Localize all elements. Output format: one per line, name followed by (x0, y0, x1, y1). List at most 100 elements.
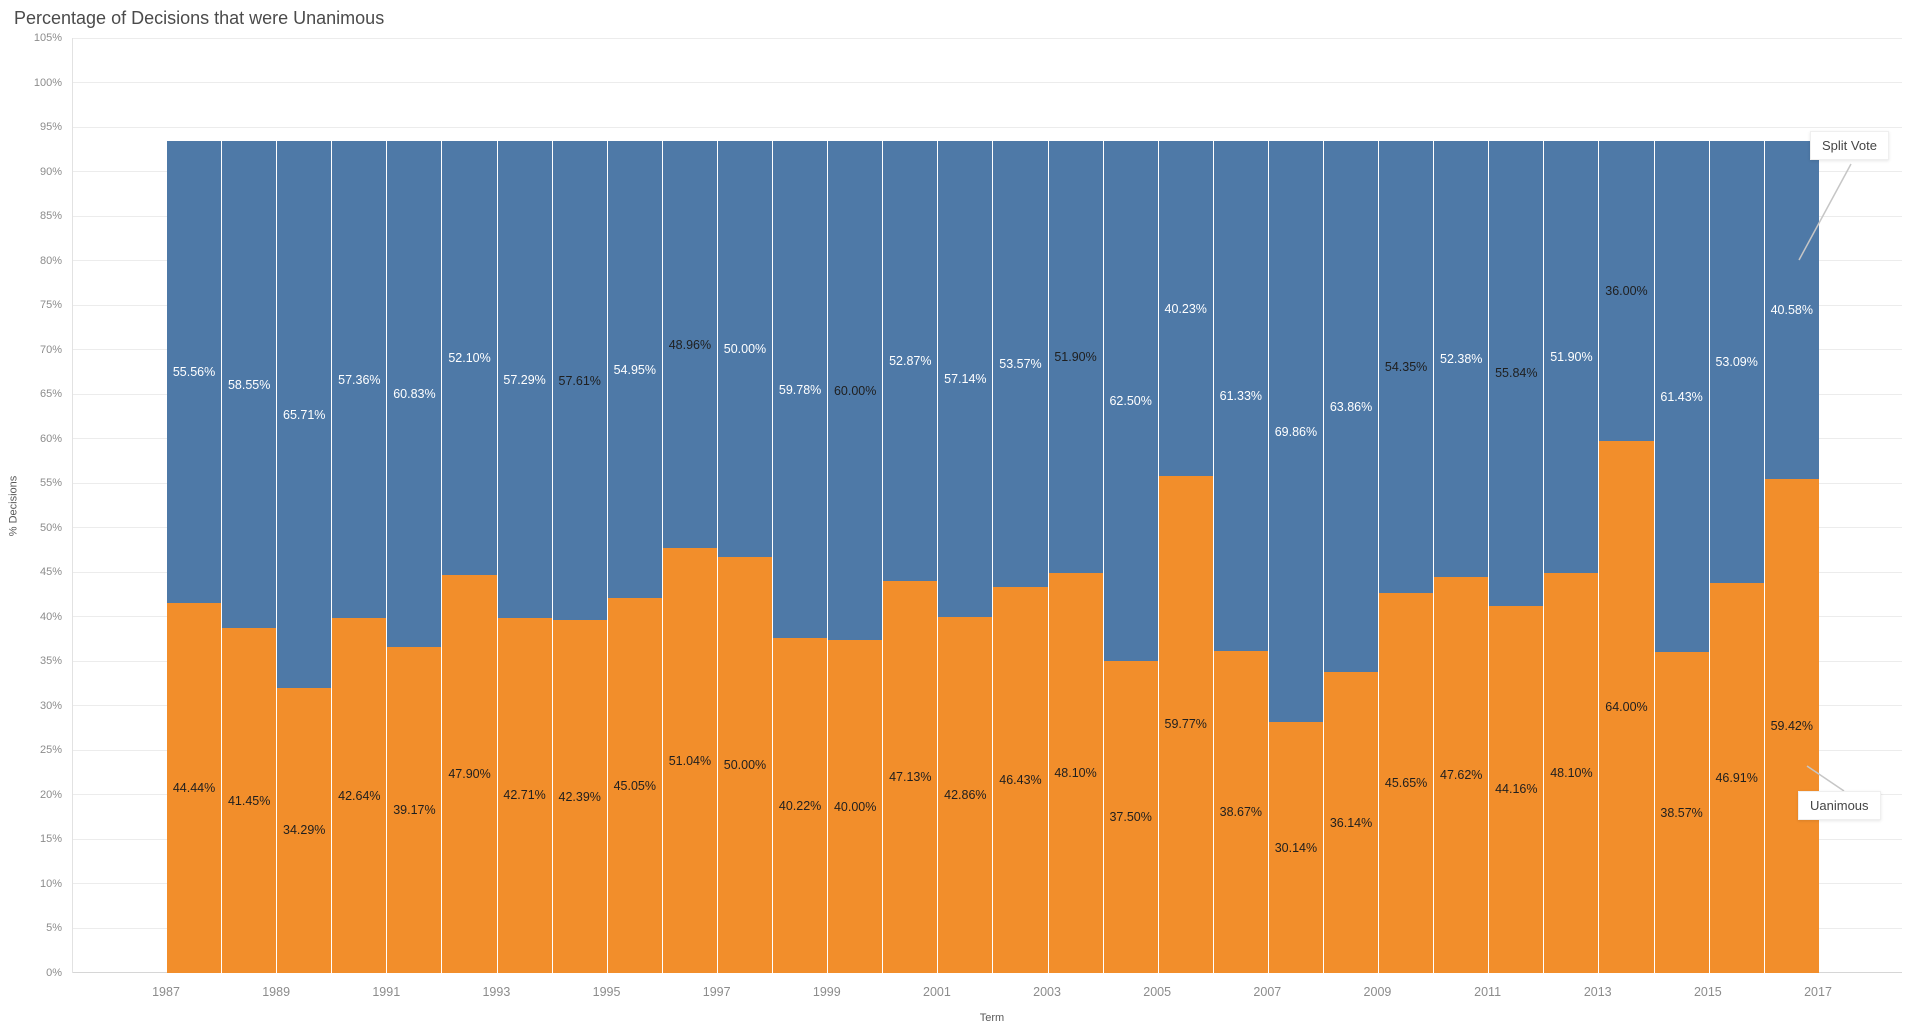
bar-2011[interactable]: 55.84%44.16% (1488, 141, 1543, 973)
unanimous-segment[interactable] (1765, 479, 1819, 973)
split-vote-segment[interactable] (442, 141, 496, 574)
y-tick-label: 75% (40, 299, 62, 311)
split-vote-segment[interactable] (1049, 141, 1103, 573)
unanimous-segment[interactable] (553, 620, 607, 973)
bar-1999[interactable]: 60.00%40.00% (827, 141, 882, 973)
bar-2014[interactable]: 61.43%38.57% (1654, 141, 1709, 973)
unanimous-segment[interactable] (1544, 573, 1598, 973)
split-vote-segment[interactable] (993, 141, 1047, 587)
unanimous-segment[interactable] (1655, 652, 1709, 973)
y-axis-ticks: 105%100%95%90%85%80%75%70%65%60%55%50%45… (24, 38, 66, 973)
split-vote-segment[interactable] (1269, 141, 1323, 722)
split-vote-segment[interactable] (1159, 141, 1213, 476)
split-vote-segment[interactable] (1710, 141, 1764, 583)
bars-row: 55.56%44.44%58.55%41.45%65.71%34.29%57.3… (167, 141, 1819, 973)
split-vote-segment[interactable] (222, 141, 276, 628)
unanimous-segment[interactable] (387, 647, 441, 973)
unanimous-segment[interactable] (608, 598, 662, 973)
split-vote-segment[interactable] (332, 141, 386, 618)
bar-2004[interactable]: 62.50%37.50% (1103, 141, 1158, 973)
unanimous-segment[interactable] (1489, 606, 1543, 973)
split-vote-segment[interactable] (1214, 141, 1268, 651)
bar-1992[interactable]: 52.10%47.90% (441, 141, 496, 973)
unanimous-segment[interactable] (222, 628, 276, 973)
bar-1988[interactable]: 58.55%41.45% (221, 141, 276, 973)
split-vote-segment[interactable] (1104, 141, 1158, 661)
split-vote-segment[interactable] (387, 141, 441, 647)
bar-2013[interactable]: 36.00%64.00% (1598, 141, 1653, 973)
unanimous-segment[interactable] (718, 557, 772, 973)
split-vote-segment[interactable] (828, 141, 882, 640)
bar-1994[interactable]: 57.61%42.39% (552, 141, 607, 973)
split-vote-segment[interactable] (1599, 141, 1653, 440)
split-vote-segment[interactable] (608, 141, 662, 598)
split-vote-segment[interactable] (938, 141, 992, 616)
unanimous-segment[interactable] (1214, 651, 1268, 973)
bar-1995[interactable]: 54.95%45.05% (607, 141, 662, 973)
unanimous-segment[interactable] (1269, 722, 1323, 973)
split-vote-annotation[interactable]: Split Vote (1810, 131, 1889, 160)
unanimous-segment[interactable] (883, 581, 937, 973)
unanimous-segment[interactable] (663, 548, 717, 973)
bar-2000[interactable]: 52.87%47.13% (882, 141, 937, 973)
unanimous-annotation[interactable]: Uanimous (1798, 791, 1881, 820)
unanimous-segment[interactable] (1104, 661, 1158, 973)
unanimous-segment[interactable] (1599, 441, 1653, 973)
bar-2008[interactable]: 63.86%36.14% (1323, 141, 1378, 973)
chart-title: Percentage of Decisions that were Unanim… (14, 8, 384, 29)
bar-1998[interactable]: 59.78%40.22% (772, 141, 827, 973)
bar-2005[interactable]: 40.23%59.77% (1158, 141, 1213, 973)
bar-1996[interactable]: 48.96%51.04% (662, 141, 717, 973)
x-tick-label: 1999 (813, 985, 841, 999)
bar-2001[interactable]: 57.14%42.86% (937, 141, 992, 973)
split-vote-segment[interactable] (1379, 141, 1433, 593)
unanimous-segment[interactable] (332, 618, 386, 973)
y-tick-label: 60% (40, 433, 62, 445)
split-vote-segment[interactable] (773, 141, 827, 638)
unanimous-segment[interactable] (1049, 573, 1103, 973)
split-vote-segment[interactable] (553, 141, 607, 620)
x-tick-label: 1987 (152, 985, 180, 999)
bar-1997[interactable]: 50.00%50.00% (717, 141, 772, 973)
bar-1987[interactable]: 55.56%44.44% (167, 141, 221, 973)
split-vote-segment[interactable] (1489, 141, 1543, 605)
bar-2007[interactable]: 69.86%30.14% (1268, 141, 1323, 973)
bar-2016[interactable]: 40.58%59.42% (1764, 141, 1819, 973)
bar-1989[interactable]: 65.71%34.29% (276, 141, 331, 973)
split-vote-segment[interactable] (1655, 141, 1709, 652)
bar-1993[interactable]: 57.29%42.71% (497, 141, 552, 973)
unanimous-segment[interactable] (828, 640, 882, 973)
split-vote-segment[interactable] (1434, 141, 1488, 577)
split-vote-segment[interactable] (498, 141, 552, 617)
split-vote-segment[interactable] (167, 141, 221, 603)
unanimous-segment[interactable] (1710, 583, 1764, 973)
split-vote-segment[interactable] (883, 141, 937, 581)
unanimous-segment[interactable] (167, 603, 221, 973)
bar-2006[interactable]: 61.33%38.67% (1213, 141, 1268, 973)
split-vote-segment[interactable] (1765, 141, 1819, 479)
unanimous-segment[interactable] (1324, 672, 1378, 973)
split-vote-segment[interactable] (718, 141, 772, 557)
bar-2009[interactable]: 54.35%45.65% (1378, 141, 1433, 973)
split-vote-segment[interactable] (663, 141, 717, 548)
unanimous-segment[interactable] (277, 688, 331, 973)
unanimous-segment[interactable] (1159, 476, 1213, 973)
bar-2015[interactable]: 53.09%46.91% (1709, 141, 1764, 973)
unanimous-segment[interactable] (442, 575, 496, 973)
unanimous-segment[interactable] (773, 638, 827, 973)
split-vote-segment[interactable] (1324, 141, 1378, 672)
split-vote-segment[interactable] (1544, 141, 1598, 573)
bar-1991[interactable]: 60.83%39.17% (386, 141, 441, 973)
unanimous-segment[interactable] (993, 587, 1047, 973)
unanimous-segment[interactable] (938, 617, 992, 973)
bar-2003[interactable]: 51.90%48.10% (1048, 141, 1103, 973)
bar-1990[interactable]: 57.36%42.64% (331, 141, 386, 973)
unanimous-segment[interactable] (1434, 577, 1488, 973)
bar-2012[interactable]: 51.90%48.10% (1543, 141, 1598, 973)
split-vote-segment[interactable] (277, 141, 331, 688)
bar-2010[interactable]: 52.38%47.62% (1433, 141, 1488, 973)
unanimous-segment[interactable] (1379, 593, 1433, 973)
bar-2002[interactable]: 53.57%46.43% (992, 141, 1047, 973)
unanimous-segment[interactable] (498, 618, 552, 973)
y-tick-label: 10% (40, 878, 62, 890)
